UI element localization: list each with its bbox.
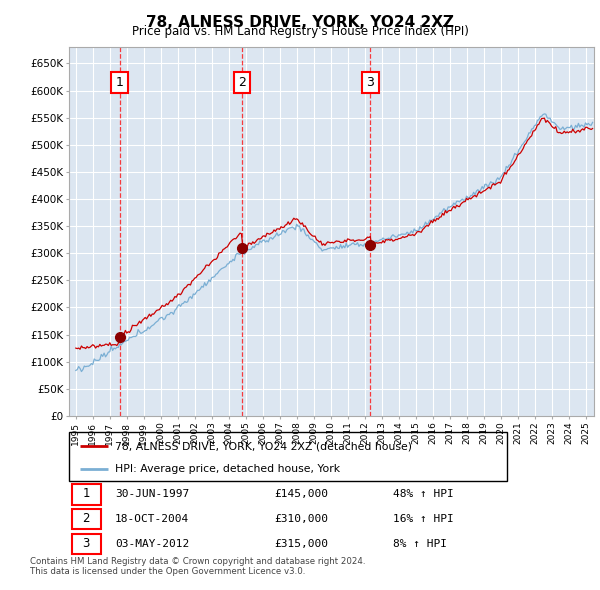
Text: 8% ↑ HPI: 8% ↑ HPI [393, 539, 447, 549]
Text: £145,000: £145,000 [274, 489, 328, 499]
Text: 18-OCT-2004: 18-OCT-2004 [115, 514, 189, 524]
Text: 03-MAY-2012: 03-MAY-2012 [115, 539, 189, 549]
Text: 1: 1 [83, 487, 90, 500]
Text: 3: 3 [367, 76, 374, 89]
Text: 3: 3 [83, 537, 90, 550]
Text: 78, ALNESS DRIVE, YORK, YO24 2XZ: 78, ALNESS DRIVE, YORK, YO24 2XZ [146, 15, 454, 30]
Text: 2: 2 [83, 512, 90, 525]
Text: Price paid vs. HM Land Registry's House Price Index (HPI): Price paid vs. HM Land Registry's House … [131, 25, 469, 38]
Text: 48% ↑ HPI: 48% ↑ HPI [393, 489, 454, 499]
Text: 2: 2 [238, 76, 246, 89]
Text: HPI: Average price, detached house, York: HPI: Average price, detached house, York [115, 464, 340, 474]
Text: Contains HM Land Registry data © Crown copyright and database right 2024.
This d: Contains HM Land Registry data © Crown c… [30, 557, 365, 576]
Text: £310,000: £310,000 [274, 514, 328, 524]
Text: 30-JUN-1997: 30-JUN-1997 [115, 489, 189, 499]
Text: 78, ALNESS DRIVE, YORK, YO24 2XZ (detached house): 78, ALNESS DRIVE, YORK, YO24 2XZ (detach… [115, 441, 412, 451]
Text: 16% ↑ HPI: 16% ↑ HPI [393, 514, 454, 524]
Text: £315,000: £315,000 [274, 539, 328, 549]
Text: 1: 1 [116, 76, 124, 89]
